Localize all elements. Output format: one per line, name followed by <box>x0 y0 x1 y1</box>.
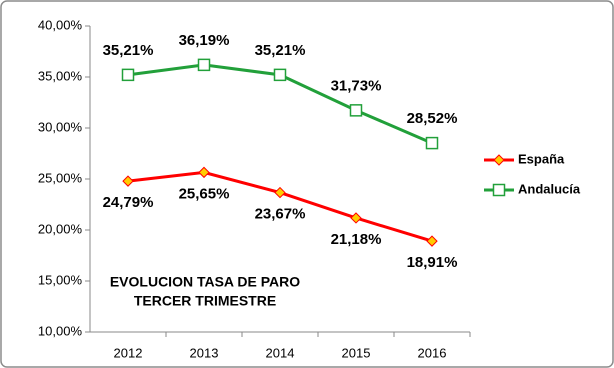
y-tick-label: 40,00% <box>38 17 83 32</box>
x-tick-label: 2015 <box>342 345 371 360</box>
y-tick-label: 10,00% <box>38 323 83 338</box>
marker <box>425 136 439 150</box>
x-tick-label: 2016 <box>418 345 447 360</box>
data-label: 35,21% <box>103 42 154 59</box>
legend-label: Andalucía <box>518 181 581 196</box>
marker <box>197 58 211 72</box>
data-label: 36,19% <box>179 32 230 49</box>
y-tick-label: 30,00% <box>38 119 83 134</box>
chart-title: EVOLUCION TASA DE PARO <box>110 274 300 290</box>
marker <box>198 166 210 179</box>
marker <box>349 104 363 117</box>
data-label: 35,21% <box>255 42 306 59</box>
legend-marker <box>492 183 506 197</box>
marker <box>350 212 362 224</box>
y-tick-label: 15,00% <box>38 272 83 287</box>
data-label: 25,65% <box>179 185 230 202</box>
data-label: 18,91% <box>407 254 458 271</box>
legend-marker <box>493 154 505 166</box>
data-label: 21,18% <box>331 231 382 248</box>
x-tick-label: 2014 <box>266 345 295 360</box>
y-tick-label: 25,00% <box>38 170 83 185</box>
data-label: 24,79% <box>103 194 154 211</box>
data-label: 31,73% <box>331 77 382 94</box>
data-label: 23,67% <box>255 206 306 223</box>
y-tick-label: 35,00% <box>38 68 83 83</box>
x-tick-label: 2013 <box>190 345 219 360</box>
marker <box>121 68 135 82</box>
y-tick-label: 20,00% <box>38 221 83 236</box>
data-label: 28,52% <box>407 110 458 127</box>
chart-subtitle: TERCER TRIMESTRE <box>134 293 276 309</box>
marker <box>273 68 287 82</box>
x-tick-label: 2012 <box>114 345 143 360</box>
marker <box>122 175 134 187</box>
legend-label: España <box>518 151 565 166</box>
marker <box>426 235 438 247</box>
marker <box>274 186 286 199</box>
